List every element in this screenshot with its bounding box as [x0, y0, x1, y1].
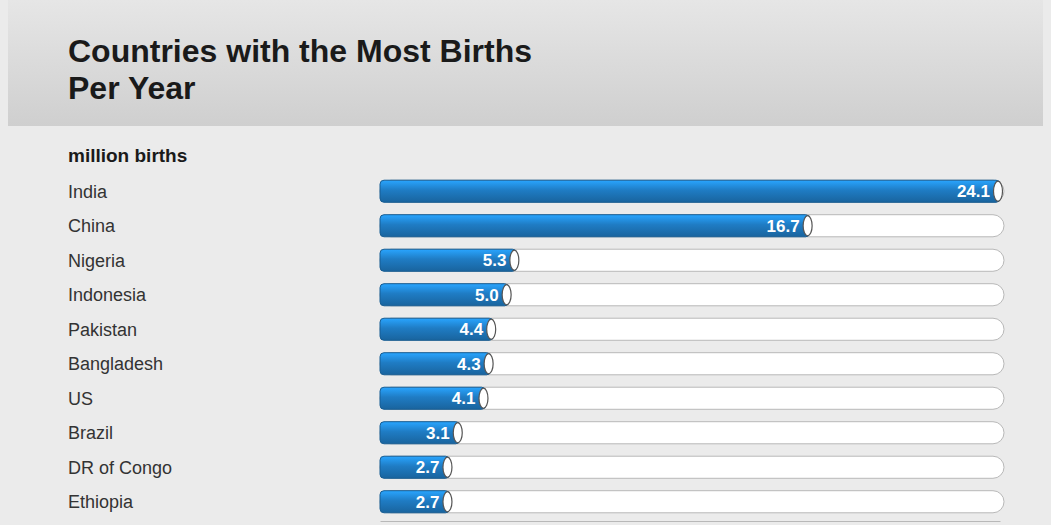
data-label: 2.7 — [416, 493, 440, 512]
bar-cap — [443, 457, 452, 477]
bar-cap — [510, 250, 519, 270]
track — [380, 456, 1004, 478]
bar-cap — [479, 388, 488, 408]
data-label: 5.0 — [475, 286, 499, 305]
category-label: Brazil — [68, 423, 113, 443]
category-label: US — [68, 389, 93, 409]
category-label: India — [68, 182, 108, 202]
axis-line — [381, 521, 1001, 522]
track — [380, 284, 1004, 306]
data-label: 3.1 — [426, 424, 450, 443]
category-label: DR of Congo — [68, 458, 172, 478]
data-label: 2.7 — [416, 458, 440, 477]
title: Countries with the Most BirthsPer Year — [68, 33, 532, 106]
bar-cap — [487, 319, 496, 339]
bar-cap — [803, 216, 812, 236]
track — [380, 318, 1004, 340]
bar-cap — [443, 492, 452, 512]
category-label: Pakistan — [68, 320, 137, 340]
category-label: Bangladesh — [68, 354, 163, 374]
bar — [380, 215, 810, 237]
data-label: 4.1 — [452, 389, 476, 408]
track — [380, 215, 1004, 237]
bars — [380, 180, 1003, 513]
category-label: China — [68, 216, 116, 236]
data-label: 4.4 — [460, 320, 484, 339]
category-label: Indonesia — [68, 285, 147, 305]
category-label: Nigeria — [68, 251, 126, 271]
chart: Countries with the Most BirthsPer Year mi… — [0, 0, 1051, 525]
bar-cap — [453, 423, 462, 443]
data-label: 5.3 — [483, 251, 507, 270]
bar — [380, 353, 491, 375]
data-label: 24.1 — [957, 182, 990, 201]
bar — [380, 456, 449, 478]
bar-cap — [994, 181, 1003, 201]
track — [380, 387, 1004, 409]
tracks — [380, 180, 1004, 513]
bar — [380, 318, 493, 340]
track — [380, 491, 1004, 513]
subtitle: million births — [68, 145, 187, 166]
bar-cap — [484, 354, 493, 374]
bar — [380, 387, 485, 409]
track — [380, 249, 1004, 271]
data-label: 16.7 — [767, 217, 800, 236]
data-labels: 24.1 16.7 5.3 5.0 4.4 4.3 4.13.1 2.7 2.7 — [416, 182, 990, 512]
x-axis — [381, 521, 1001, 522]
data-label: 4.3 — [457, 355, 481, 374]
track — [380, 353, 1004, 375]
bar — [380, 491, 449, 513]
bar — [380, 422, 460, 444]
bar — [380, 284, 509, 306]
bar-cap — [502, 285, 511, 305]
category-labels: India China Nigeria Indonesia Pakistan Bangla… — [68, 182, 172, 513]
background — [0, 0, 1051, 525]
category-label: Ethiopia — [68, 492, 134, 512]
track — [380, 422, 1004, 444]
header-band — [8, 0, 1043, 126]
bar — [380, 180, 1000, 202]
bar — [380, 249, 516, 271]
track — [380, 180, 1004, 202]
